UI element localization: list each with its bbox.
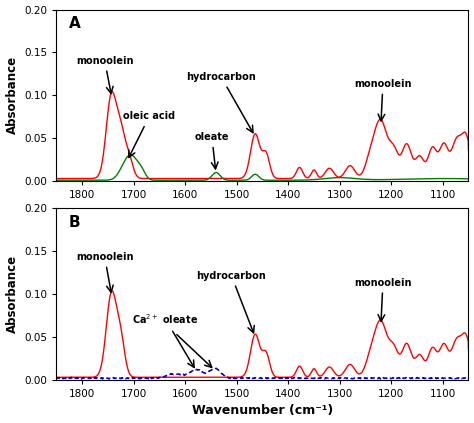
Y-axis label: Absorbance: Absorbance xyxy=(6,56,18,135)
Text: hydrocarbon: hydrocarbon xyxy=(197,271,266,333)
Text: Ca$^{2+}$ oleate: Ca$^{2+}$ oleate xyxy=(132,312,199,368)
Text: monoolein: monoolein xyxy=(354,277,411,321)
Text: monoolein: monoolein xyxy=(76,55,134,93)
Text: oleic acid: oleic acid xyxy=(123,111,175,157)
Text: monoolein: monoolein xyxy=(76,252,134,292)
Text: A: A xyxy=(69,16,81,31)
Text: monoolein: monoolein xyxy=(354,79,411,121)
Text: B: B xyxy=(69,215,80,230)
Y-axis label: Absorbance: Absorbance xyxy=(6,255,18,333)
Text: oleate: oleate xyxy=(195,132,229,169)
X-axis label: Wavenumber (cm⁻¹): Wavenumber (cm⁻¹) xyxy=(191,404,333,418)
Text: hydrocarbon: hydrocarbon xyxy=(186,72,256,133)
